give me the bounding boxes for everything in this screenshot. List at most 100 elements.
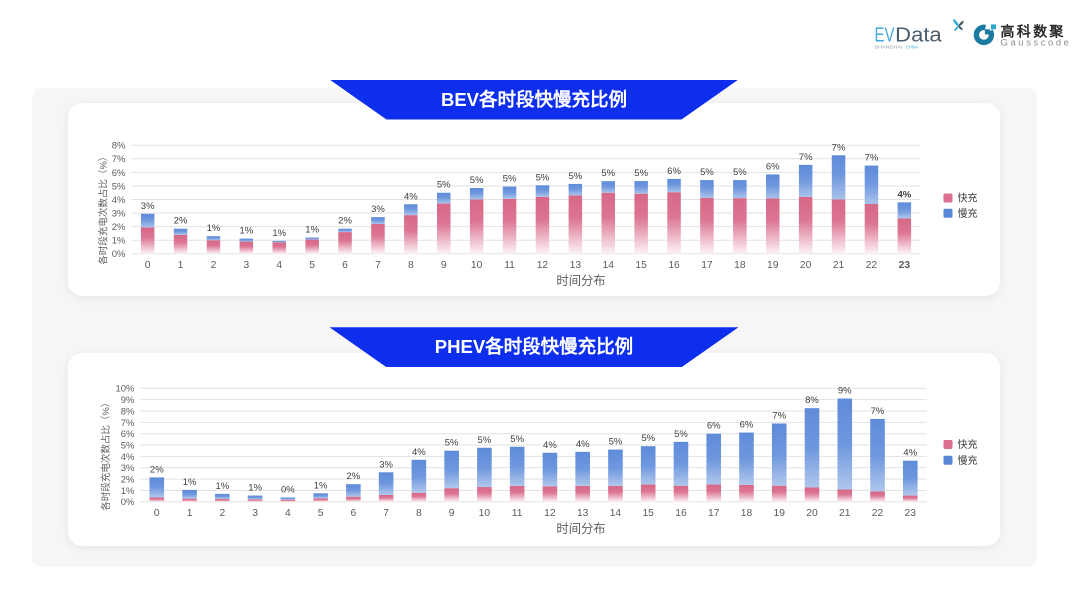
svg-text:14: 14 — [610, 508, 622, 519]
svg-text:0: 0 — [145, 260, 151, 271]
svg-text:0%: 0% — [281, 484, 295, 495]
svg-text:慢充: 慢充 — [958, 454, 978, 467]
svg-text:3%: 3% — [371, 204, 385, 215]
svg-text:1%: 1% — [248, 483, 262, 494]
svg-text:Gausscode: Gausscode — [1001, 37, 1072, 48]
svg-text:1%: 1% — [239, 226, 253, 237]
svg-text:慢充: 慢充 — [958, 207, 978, 220]
svg-text:12: 12 — [537, 260, 549, 271]
svg-text:5%: 5% — [568, 171, 582, 182]
svg-text:0%: 0% — [112, 249, 126, 260]
svg-text:5%: 5% — [601, 168, 615, 179]
svg-text:5%: 5% — [121, 440, 135, 451]
svg-text:16: 16 — [675, 508, 687, 519]
svg-text:4%: 4% — [903, 448, 917, 459]
svg-text:23: 23 — [899, 260, 911, 271]
svg-text:9%: 9% — [838, 386, 852, 397]
svg-text:9: 9 — [441, 260, 447, 271]
svg-text:10: 10 — [471, 260, 483, 271]
svg-text:7: 7 — [375, 260, 381, 271]
svg-text:11: 11 — [504, 260, 515, 271]
svg-text:17: 17 — [701, 260, 713, 271]
svg-text:1: 1 — [178, 260, 184, 271]
svg-text:5%: 5% — [634, 168, 648, 179]
svg-text:12: 12 — [544, 508, 556, 519]
svg-text:CHINA: CHINA — [906, 45, 919, 51]
svg-text:9: 9 — [449, 508, 455, 519]
svg-text:4%: 4% — [897, 189, 911, 200]
svg-text:20: 20 — [800, 260, 812, 271]
svg-text:5%: 5% — [503, 174, 517, 185]
svg-text:5%: 5% — [478, 435, 492, 446]
svg-text:2: 2 — [219, 508, 225, 519]
svg-text:14: 14 — [603, 260, 615, 271]
svg-text:21: 21 — [833, 260, 845, 271]
svg-text:1%: 1% — [207, 223, 221, 234]
svg-text:16: 16 — [668, 260, 680, 271]
svg-text:1%: 1% — [305, 225, 319, 236]
svg-text:3: 3 — [252, 508, 258, 519]
svg-text:6%: 6% — [121, 429, 135, 440]
svg-text:4%: 4% — [543, 440, 557, 451]
svg-text:1%: 1% — [314, 480, 328, 491]
svg-text:19: 19 — [767, 260, 779, 271]
svg-text:3%: 3% — [121, 463, 135, 474]
svg-text:2%: 2% — [121, 475, 135, 486]
svg-text:5%: 5% — [674, 429, 688, 440]
svg-text:6%: 6% — [740, 420, 754, 431]
svg-text:8: 8 — [408, 260, 414, 271]
svg-text:各时段充电次数占比（%）: 各时段充电次数占比（%） — [100, 398, 112, 511]
svg-text:EV: EV — [875, 23, 895, 46]
svg-text:4%: 4% — [121, 452, 135, 463]
svg-text:5%: 5% — [470, 175, 484, 186]
svg-text:7%: 7% — [871, 406, 885, 417]
svg-text:5%: 5% — [112, 181, 126, 192]
svg-text:2%: 2% — [338, 216, 352, 227]
svg-text:8%: 8% — [121, 406, 135, 417]
svg-text:5%: 5% — [641, 433, 655, 444]
svg-text:2%: 2% — [150, 464, 164, 475]
svg-text:19: 19 — [774, 508, 786, 519]
svg-text:18: 18 — [734, 260, 746, 271]
svg-text:8: 8 — [416, 508, 422, 519]
svg-text:9%: 9% — [121, 395, 135, 406]
svg-text:SHANGHAI: SHANGHAI — [875, 45, 903, 51]
svg-text:22: 22 — [872, 508, 884, 519]
svg-text:8%: 8% — [112, 141, 126, 152]
svg-text:Data: Data — [895, 23, 942, 46]
svg-text:7%: 7% — [121, 418, 135, 429]
svg-text:高科数聚: 高科数聚 — [1001, 23, 1066, 39]
svg-text:13: 13 — [570, 260, 582, 271]
svg-text:4: 4 — [276, 260, 282, 271]
svg-text:2: 2 — [211, 260, 217, 271]
svg-text:7%: 7% — [865, 153, 879, 164]
svg-text:时间分布: 时间分布 — [556, 522, 605, 536]
svg-text:6%: 6% — [112, 168, 126, 179]
svg-text:1%: 1% — [215, 481, 229, 492]
svg-text:各时段充电次数占比（%）: 各时段充电次数占比（%） — [98, 152, 110, 265]
svg-text:5%: 5% — [700, 167, 714, 178]
svg-text:7%: 7% — [112, 154, 126, 165]
svg-text:5%: 5% — [445, 438, 459, 449]
svg-text:4: 4 — [285, 508, 291, 519]
svg-text:6: 6 — [342, 260, 348, 271]
svg-text:7%: 7% — [799, 152, 813, 163]
svg-text:4%: 4% — [576, 439, 590, 450]
svg-text:7%: 7% — [832, 142, 846, 153]
svg-text:1%: 1% — [121, 486, 135, 497]
svg-text:0: 0 — [154, 508, 160, 519]
svg-text:5: 5 — [309, 260, 315, 271]
svg-text:10: 10 — [479, 508, 491, 519]
svg-text:3%: 3% — [379, 459, 393, 470]
svg-text:4%: 4% — [404, 191, 418, 202]
svg-text:7%: 7% — [772, 410, 786, 421]
svg-text:5%: 5% — [510, 434, 524, 445]
svg-text:3%: 3% — [141, 201, 155, 212]
svg-text:4%: 4% — [412, 447, 426, 458]
svg-text:1%: 1% — [112, 236, 126, 247]
svg-text:8%: 8% — [805, 395, 819, 406]
svg-text:18: 18 — [741, 508, 753, 519]
svg-text:快充: 快充 — [958, 438, 978, 451]
svg-text:5%: 5% — [536, 172, 550, 183]
svg-text:3%: 3% — [112, 208, 126, 219]
